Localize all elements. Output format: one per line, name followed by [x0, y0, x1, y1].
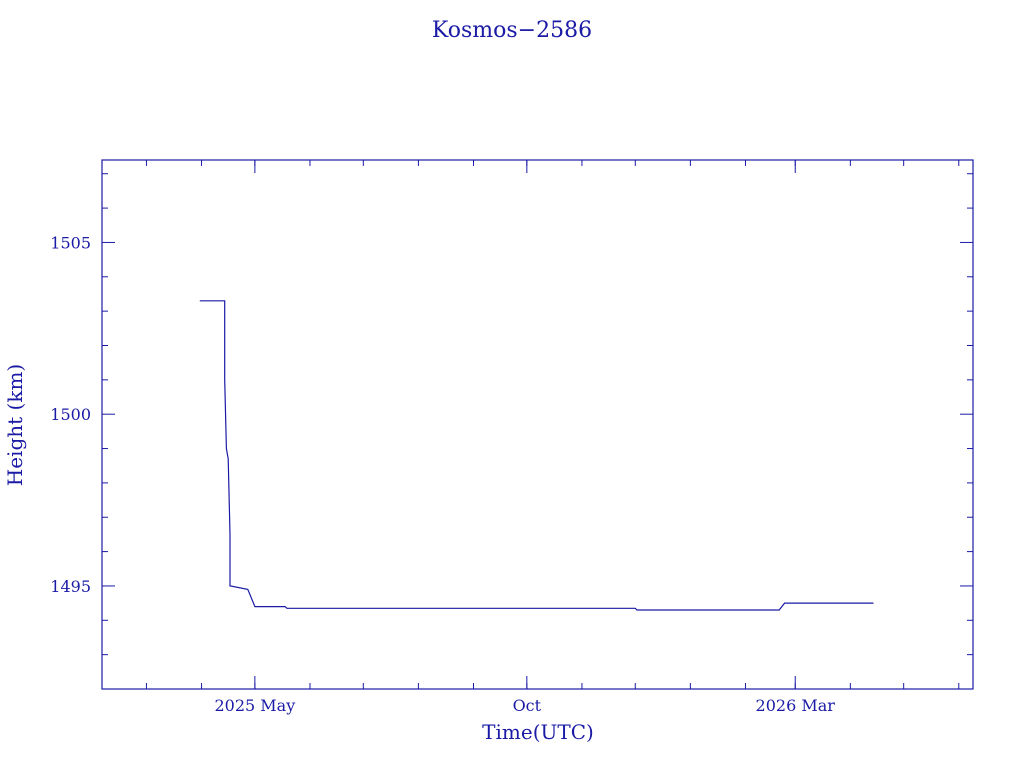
x-tick-label: 2025 May [214, 696, 295, 715]
x-tick-label: 2026 Mar [756, 696, 836, 715]
y-tick-label: 1500 [50, 405, 91, 424]
plot-frame [101, 159, 974, 690]
y-tick-label: 1505 [50, 233, 91, 252]
axis-ticks [102, 160, 973, 690]
height-series-line [199, 300, 874, 611]
x-axis-label: Time(UTC) [482, 720, 594, 744]
y-axis-label: Height (km) [3, 364, 27, 486]
chart-title: Kosmos−2586 [432, 18, 592, 43]
axis-tick-labels: 1495 1500 1505 2025 May Oct 2026 Mar [50, 233, 835, 715]
x-tick-label: Oct [513, 696, 542, 715]
y-tick-label: 1495 [50, 577, 91, 596]
